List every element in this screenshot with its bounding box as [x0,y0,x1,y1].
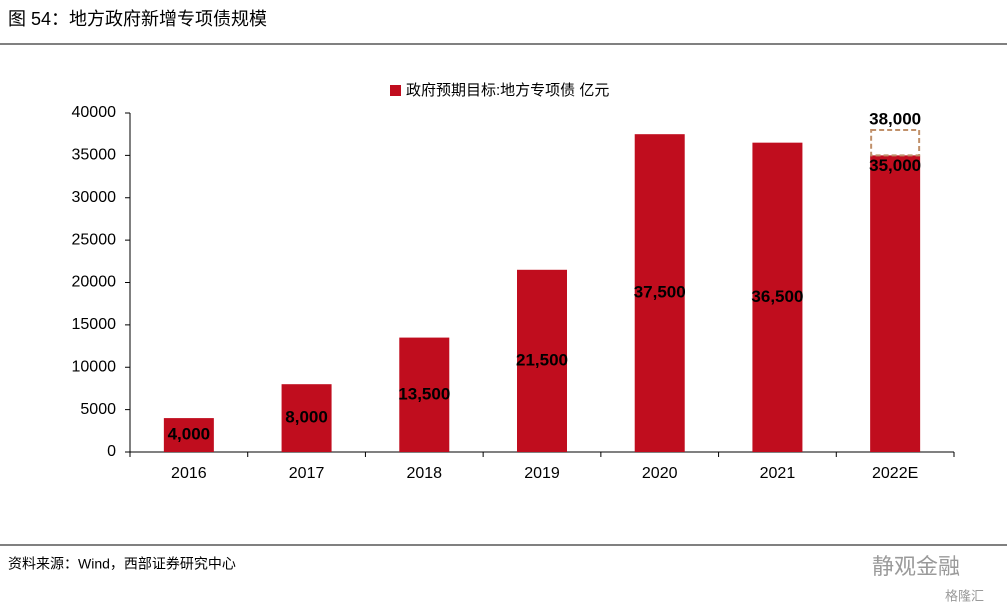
source-note: 资料来源：Wind，西部证券研究中心 [8,556,236,572]
y-tick-label: 25000 [72,231,117,248]
data-label: 35,000 [869,156,921,175]
bar [399,337,450,452]
x-tick-label: 2017 [289,465,325,482]
x-tick-label: 2020 [642,465,678,482]
y-tick-label: 0 [107,443,116,460]
data-label: 4,000 [168,425,211,444]
data-label: 8,000 [285,408,328,427]
y-tick-label: 40000 [72,104,117,121]
watermark: 静观金融 [872,554,960,579]
x-tick-label: 2022E [872,465,918,482]
bar [634,134,685,452]
legend-swatch [390,85,401,96]
bar [517,269,567,452]
upper-label: 38,000 [869,109,921,128]
y-tick-label: 10000 [72,358,117,375]
bar [163,418,214,452]
data-label: 21,500 [516,350,568,369]
legend-label: 政府预期目标:地方专项债 亿元 [406,82,609,99]
x-tick-label: 2021 [760,465,796,482]
data-label: 36,500 [751,287,803,306]
x-tick-label: 2016 [171,465,207,482]
y-tick-label: 20000 [72,274,117,291]
y-tick-label: 35000 [72,147,117,164]
x-tick-label: 2019 [524,465,560,482]
x-tick-label: 2018 [406,465,442,482]
y-tick-label: 30000 [72,189,117,206]
upper-range [870,128,921,157]
y-tick-label: 5000 [80,401,116,418]
bar [752,142,803,452]
bar [870,155,921,452]
logo: 格隆汇 [945,588,984,603]
data-label: 37,500 [634,283,686,302]
data-label: 13,500 [398,384,450,403]
bar [281,384,332,452]
y-tick-label: 15000 [72,316,117,333]
figure-title: 图 54：地方政府新增专项债规模 [8,9,267,29]
